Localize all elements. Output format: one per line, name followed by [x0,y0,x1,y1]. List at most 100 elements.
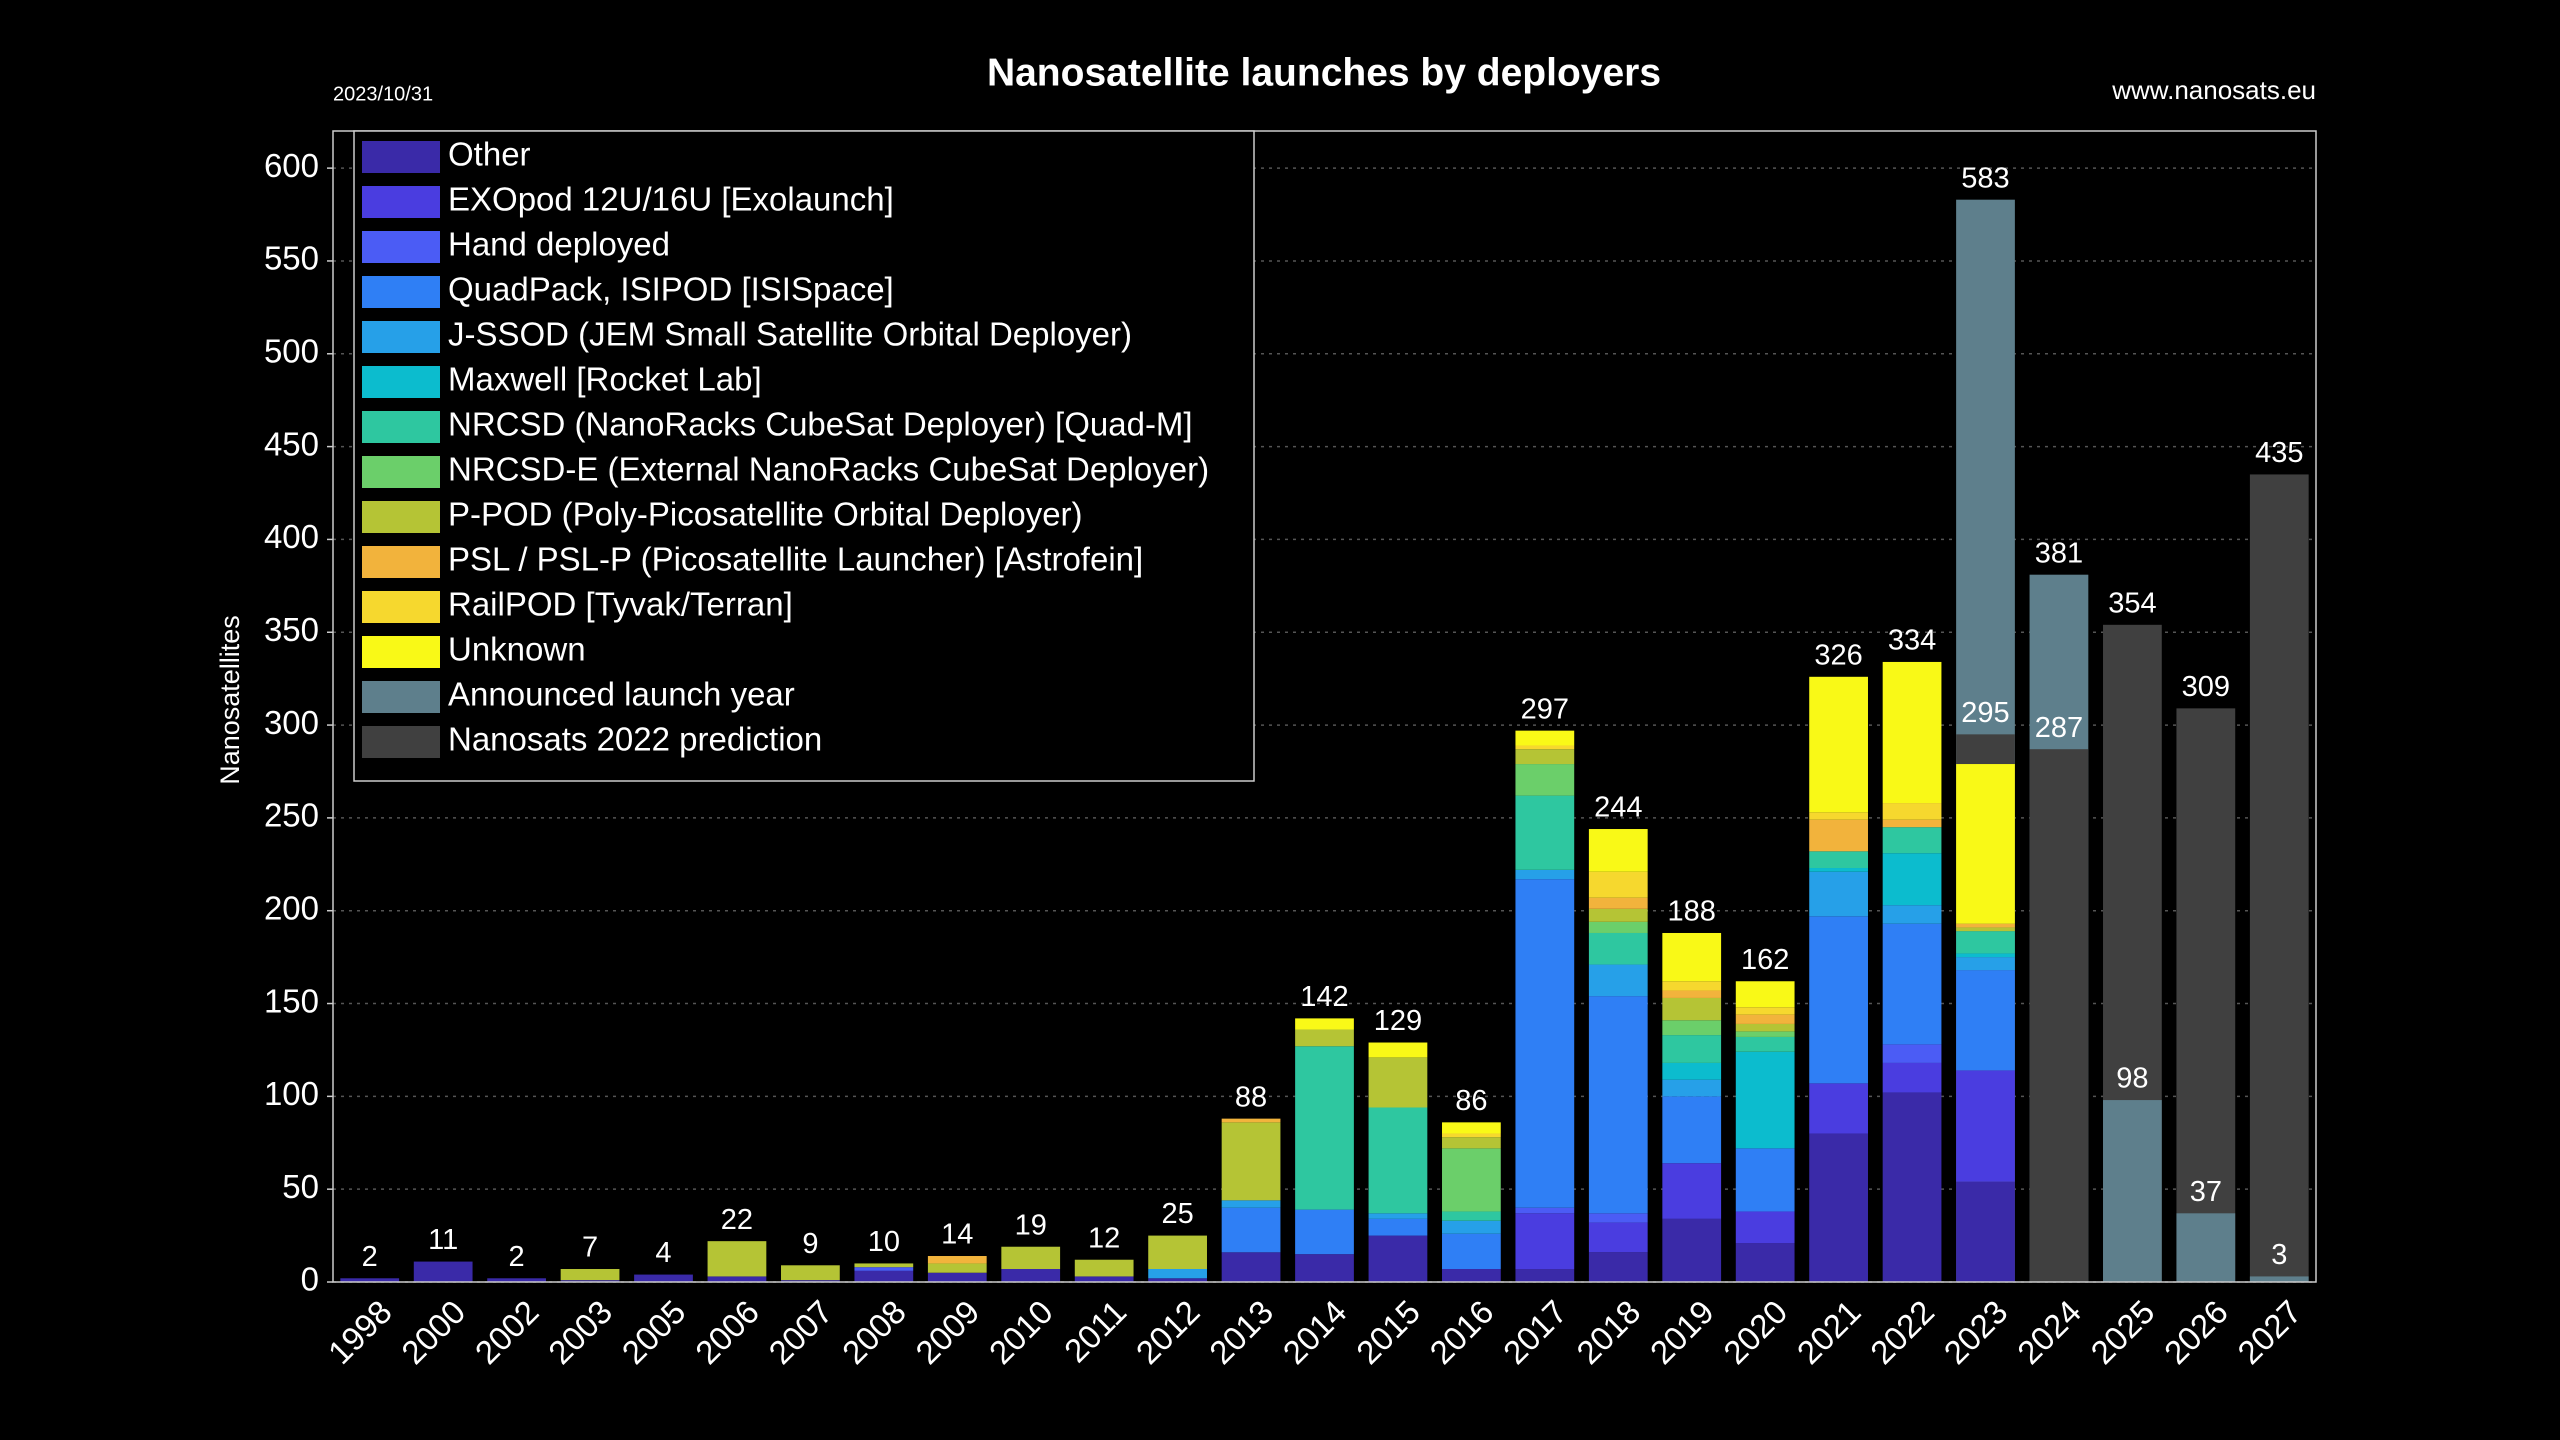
data-label: 37 [2190,1176,2222,1208]
legend-label: NRCSD-E (External NanoRacks CubeSat Depl… [448,451,1209,488]
legend-swatch [362,636,440,668]
bar-segment [1882,819,1942,828]
data-label: 2 [509,1241,525,1273]
legend-swatch [362,231,440,263]
legend-swatch [362,276,440,308]
bar-segment [1074,1259,1134,1277]
bar-segment [1368,1042,1428,1058]
bar-segment [1295,1018,1354,1030]
legend-swatch [362,681,440,713]
bar-segment [1368,1107,1428,1214]
bar-segment [1588,964,1648,997]
bar-segment [1515,1213,1575,1270]
bar-segment [927,1256,987,1264]
bar-segment [1956,953,2015,958]
bar-segment [927,1272,987,1282]
data-label: 129 [1374,1005,1422,1037]
bar-segment [1074,1276,1134,1282]
bar-segment [781,1280,840,1282]
bar-segment [1956,1070,2015,1182]
y-tick-label: 150 [264,982,319,1019]
y-tick-label: 100 [264,1075,319,1112]
y-tick-label: 500 [264,332,319,369]
bar-segment [487,1278,546,1282]
bar-segment [1809,868,1868,872]
data-label: 12 [1088,1222,1120,1254]
data-label: 10 [868,1226,900,1258]
bar-segment [1956,923,2015,928]
bar-segment [1735,1014,1795,1024]
data-label: 354 [2108,587,2156,619]
data-label: 14 [941,1219,973,1251]
legend-label: Maxwell [Rocket Lab] [448,361,762,398]
bar-segment [1956,764,2015,924]
bar-segment [1001,1269,1061,1282]
bar-segment [1515,764,1575,796]
data-label: 3 [2271,1239,2287,1271]
bar-segment [1882,1062,1942,1093]
data-label: 326 [1814,639,1862,671]
bar-segment [1588,897,1648,909]
y-tick-label: 350 [264,611,319,648]
legend-swatch [362,726,440,758]
bar-segment [1442,1220,1501,1234]
bar-segment [1221,1200,1281,1208]
bar-segment [1442,1269,1501,1282]
y-tick-label: 300 [264,704,319,741]
bar-segment [1809,1133,1868,1282]
bar-segment [1368,1213,1428,1219]
bar-segment [1295,1209,1354,1255]
source: www.nanosats.eu [2111,75,2316,105]
legend-label: P-POD (Poly-Picosatellite Orbital Deploy… [448,496,1083,533]
bar-segment [1588,1252,1648,1282]
bar-segment [1515,749,1575,765]
bar-segment [413,1261,473,1282]
data-label: 4 [655,1237,671,1269]
legend-label: Other [448,136,531,173]
data-label: 98 [2116,1063,2148,1095]
data-label: 19 [1015,1209,1047,1241]
data-label: 287 [2035,712,2083,744]
data-label: 9 [802,1228,818,1260]
bar-segment [1588,932,1648,965]
legend-label: J-SSOD (JEM Small Satellite Orbital Depl… [448,316,1132,353]
bar-segment [1515,1269,1575,1282]
bar-segment [1809,871,1868,917]
bar-segment [1515,730,1575,746]
legend-label: Hand deployed [448,226,670,263]
bar-segment [1221,1122,1281,1201]
bar-segment [1809,1083,1868,1134]
data-label: 309 [2182,671,2230,703]
bar-segment [1515,869,1575,880]
legend-swatch [362,411,440,443]
bar-segment [854,1267,914,1271]
bar-segment [1148,1278,1207,1282]
bar [2176,708,2236,1282]
bar-segment [1442,1233,1501,1270]
y-tick-label: 0 [301,1261,319,1298]
bar-segment [1882,661,1942,804]
legend-label: RailPOD [Tyvak/Terran] [448,586,793,623]
bar-segment [1735,1243,1795,1282]
data-label: 381 [2035,537,2083,569]
bar-segment [1735,1148,1795,1212]
bar-segment [1809,819,1868,852]
legend-swatch [362,591,440,623]
y-tick-label: 200 [264,889,319,926]
bar-segment [1882,1044,1942,1063]
bar-segment [1515,795,1575,870]
legend-swatch [362,321,440,353]
legend-swatch [362,141,440,173]
bar-segment [1662,1096,1722,1164]
bar-segment [1295,1046,1354,1210]
bar-segment [634,1274,693,1282]
bar-segment [1809,676,1868,813]
bar-segment [1588,921,1648,933]
legend: Other EXOpod 12U/16U [Exolaunch] Hand depl… [353,130,1255,782]
bar-segment [781,1265,840,1281]
bar-segment [1662,997,1722,1021]
bar-segment [1956,1181,2015,1282]
legend-swatch [362,456,440,488]
bar-segment [927,1263,987,1273]
